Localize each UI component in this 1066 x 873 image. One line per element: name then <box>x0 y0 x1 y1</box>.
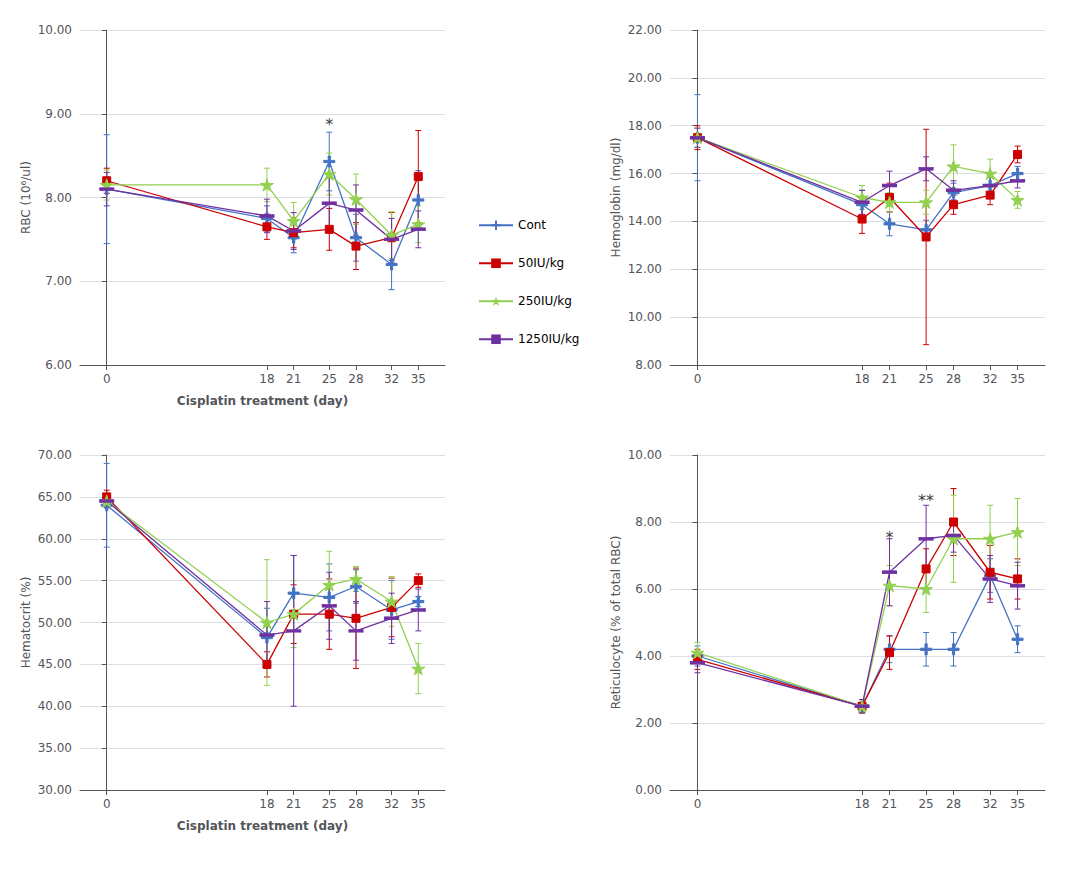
svg-text:Hemoglobin (mg/dl): Hemoglobin (mg/dl) <box>609 138 623 258</box>
svg-text:22.00: 22.00 <box>628 23 662 37</box>
svg-text:21: 21 <box>286 797 301 811</box>
svg-text:*: * <box>886 528 894 547</box>
svg-text:25: 25 <box>918 797 933 811</box>
svg-text:7.00: 7.00 <box>45 274 72 288</box>
svg-text:0: 0 <box>103 372 111 386</box>
svg-text:25: 25 <box>918 372 933 386</box>
svg-text:28: 28 <box>348 372 363 386</box>
svg-text:8.00: 8.00 <box>635 358 662 372</box>
svg-text:40.00: 40.00 <box>38 699 72 713</box>
svg-text:**: ** <box>918 491 934 510</box>
svg-text:21: 21 <box>882 372 897 386</box>
svg-text:32: 32 <box>384 797 399 811</box>
svg-text:Cisplatin treatment (day): Cisplatin treatment (day) <box>177 394 348 408</box>
svg-text:14.00: 14.00 <box>628 214 662 228</box>
svg-text:250IU/kg: 250IU/kg <box>518 294 572 308</box>
svg-text:28: 28 <box>946 372 961 386</box>
svg-text:35: 35 <box>411 372 426 386</box>
svg-text:50IU/kg: 50IU/kg <box>518 256 564 270</box>
svg-text:35: 35 <box>1010 372 1025 386</box>
svg-text:50.00: 50.00 <box>38 616 72 630</box>
svg-text:25: 25 <box>322 797 337 811</box>
svg-text:8.00: 8.00 <box>635 515 662 529</box>
svg-text:RBC (10⁶/ul): RBC (10⁶/ul) <box>19 161 33 234</box>
svg-text:21: 21 <box>286 372 301 386</box>
svg-text:35.00: 35.00 <box>38 741 72 755</box>
svg-text:32: 32 <box>982 797 997 811</box>
svg-text:6.00: 6.00 <box>635 582 662 596</box>
svg-text:35: 35 <box>1010 797 1025 811</box>
svg-text:10.00: 10.00 <box>628 448 662 462</box>
svg-text:Hematocrit (%): Hematocrit (%) <box>19 577 33 669</box>
svg-text:*: * <box>325 115 333 134</box>
svg-text:16.00: 16.00 <box>628 167 662 181</box>
svg-text:21: 21 <box>882 797 897 811</box>
svg-text:35: 35 <box>411 797 426 811</box>
svg-text:0: 0 <box>694 797 702 811</box>
svg-text:18: 18 <box>259 797 274 811</box>
svg-text:Cisplatin treatment (day): Cisplatin treatment (day) <box>177 819 348 833</box>
svg-text:6.00: 6.00 <box>45 358 72 372</box>
svg-text:0.00: 0.00 <box>635 783 662 797</box>
svg-text:32: 32 <box>982 372 997 386</box>
svg-text:10.00: 10.00 <box>628 310 662 324</box>
svg-text:12.00: 12.00 <box>628 262 662 276</box>
svg-text:30.00: 30.00 <box>38 783 72 797</box>
svg-text:28: 28 <box>946 797 961 811</box>
svg-text:55.00: 55.00 <box>38 574 72 588</box>
svg-text:1250IU/kg: 1250IU/kg <box>518 332 579 346</box>
svg-text:18: 18 <box>854 797 869 811</box>
svg-text:4.00: 4.00 <box>635 649 662 663</box>
svg-text:18.00: 18.00 <box>628 119 662 133</box>
svg-text:2.00: 2.00 <box>635 716 662 730</box>
svg-text:60.00: 60.00 <box>38 532 72 546</box>
svg-text:0: 0 <box>694 372 702 386</box>
svg-text:45.00: 45.00 <box>38 657 72 671</box>
svg-text:25: 25 <box>322 372 337 386</box>
svg-text:8.00: 8.00 <box>45 191 72 205</box>
svg-text:20.00: 20.00 <box>628 71 662 85</box>
svg-text:70.00: 70.00 <box>38 448 72 462</box>
svg-text:32: 32 <box>384 372 399 386</box>
svg-text:Reticulocyte (% of total RBC): Reticulocyte (% of total RBC) <box>609 536 623 710</box>
svg-text:18: 18 <box>259 372 274 386</box>
svg-text:Cont: Cont <box>518 218 546 232</box>
svg-text:0: 0 <box>103 797 111 811</box>
svg-text:10.00: 10.00 <box>38 23 72 37</box>
svg-text:18: 18 <box>854 372 869 386</box>
svg-text:65.00: 65.00 <box>38 490 72 504</box>
svg-text:28: 28 <box>348 797 363 811</box>
svg-text:9.00: 9.00 <box>45 107 72 121</box>
